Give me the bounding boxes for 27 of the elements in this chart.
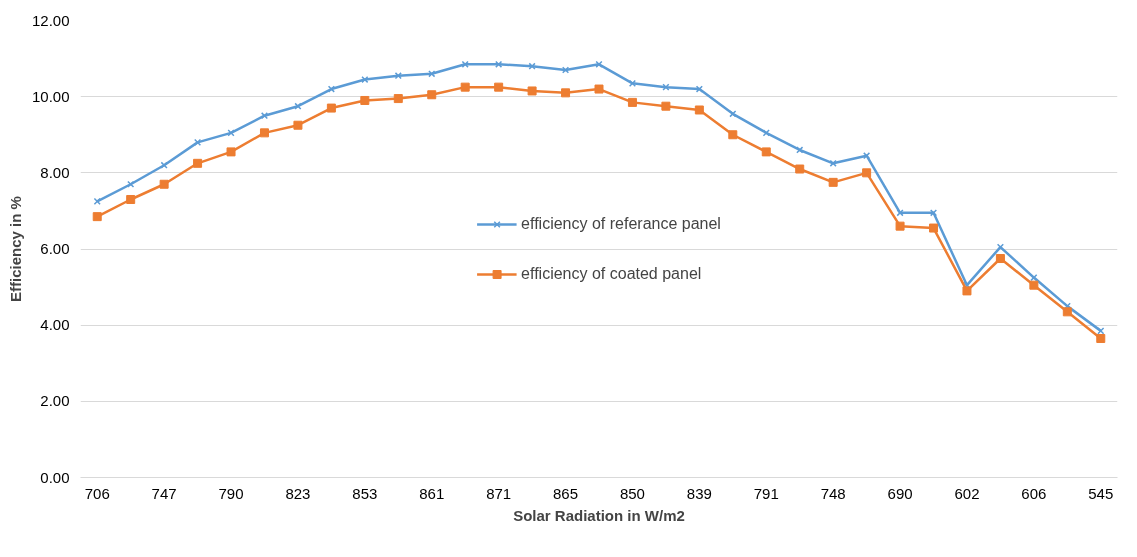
x-tick-label: 706	[84, 484, 110, 502]
x-tick-label: 865	[553, 484, 579, 502]
y-tick-label: 2.00	[40, 392, 70, 410]
y-axis-title: Efficiency in %	[6, 196, 24, 302]
x-tick-label: 790	[218, 484, 244, 502]
x-tick-label: 545	[1088, 484, 1114, 502]
x-tick-label: 861	[419, 484, 445, 502]
x-tick-label: 747	[151, 484, 177, 502]
y-tick-label: 6.00	[40, 240, 70, 257]
x-tick-label: 791	[753, 484, 779, 502]
x-axis-title: Solar Radiation in W/m2	[513, 506, 685, 524]
y-tick-label: 12.00	[31, 11, 70, 29]
x-tick-label: 823	[285, 484, 311, 502]
y-tick-label: 0.00	[40, 468, 70, 486]
x-tick-label: 853	[352, 484, 378, 502]
y-tick-label: 8.00	[40, 163, 70, 181]
x-tick-label: 871	[486, 484, 512, 502]
legend-label: efficiency of referance panel	[521, 214, 721, 233]
x-tick-label: 748	[820, 484, 846, 502]
x-tick-label: 690	[887, 484, 913, 502]
x-tick-label: 602	[954, 484, 980, 502]
x-tick-label: 839	[686, 484, 712, 502]
y-tick-label: 4.00	[40, 316, 70, 334]
x-tick-label: 850	[619, 484, 645, 502]
y-tick-label: 10.00	[31, 87, 70, 105]
legend-label: efficiency of coated panel	[521, 264, 702, 283]
x-tick-label: 606	[1021, 484, 1047, 502]
